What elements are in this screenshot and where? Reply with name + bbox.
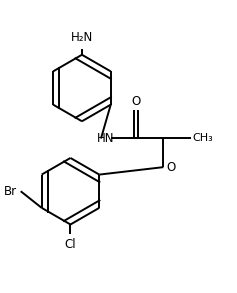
Text: H₂N: H₂N [71, 31, 93, 45]
Text: O: O [131, 95, 141, 108]
Text: Br: Br [4, 185, 17, 198]
Text: HN: HN [97, 132, 115, 145]
Text: O: O [166, 161, 175, 174]
Text: Cl: Cl [65, 238, 76, 251]
Text: CH₃: CH₃ [193, 134, 214, 144]
